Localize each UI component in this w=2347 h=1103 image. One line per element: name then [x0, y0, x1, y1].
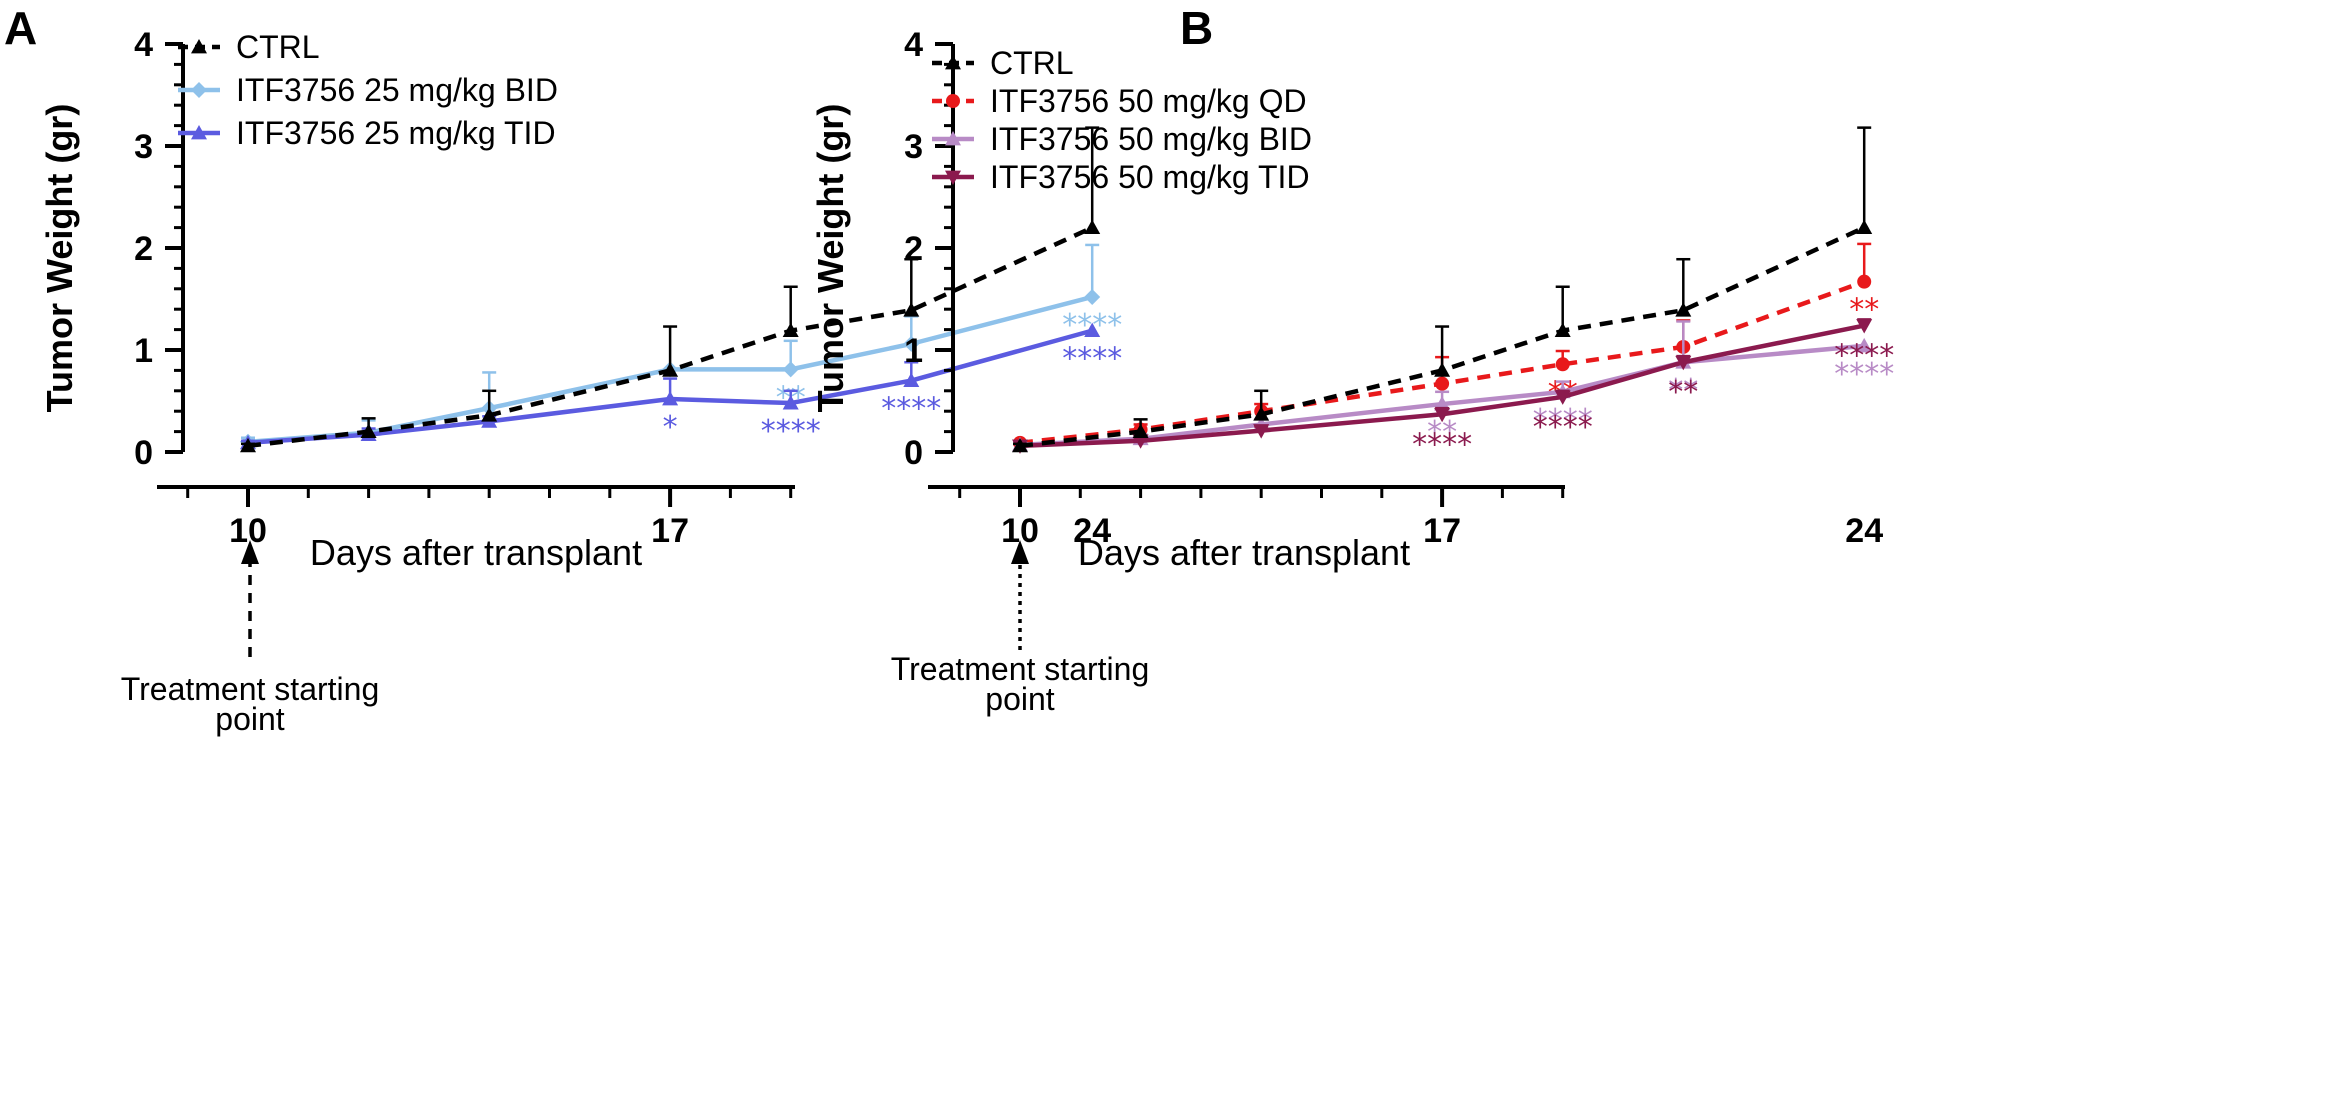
data-point	[1084, 322, 1101, 338]
data-point	[1675, 355, 1692, 371]
x-tick-label: 10	[229, 512, 267, 550]
legend-swatch-marker	[946, 94, 960, 108]
legend-label: CTRL	[236, 29, 320, 65]
legend-item: ITF3756 50 mg/kg TID	[932, 159, 1310, 195]
data-point	[1012, 437, 1028, 453]
data-point	[1132, 423, 1149, 438]
significance-stars: ****	[1412, 427, 1472, 462]
treatment-note: point	[215, 701, 285, 737]
treatment-note: point	[985, 681, 1055, 717]
y-tick-label: 4	[904, 26, 923, 64]
significance-stars: **	[1668, 375, 1698, 410]
data-point	[1435, 376, 1450, 391]
data-point	[1253, 424, 1270, 439]
data-point	[1856, 319, 1873, 334]
legend-item: ITF3756 50 mg/kg BID	[932, 121, 1312, 157]
series-ctrl	[240, 126, 1101, 453]
data-point	[782, 361, 799, 378]
legend-label: ITF3756 50 mg/kg BID	[990, 121, 1312, 157]
significance-stars: ****	[881, 392, 941, 427]
data-point	[1434, 396, 1451, 411]
data-point	[1434, 362, 1451, 377]
treatment-note: Treatment starting	[121, 671, 379, 707]
x-tick-label: 24	[1073, 512, 1111, 550]
y-tick-label: 4	[134, 26, 153, 64]
data-point	[1675, 302, 1692, 317]
x-tick-label: 17	[651, 512, 689, 550]
significance-stars: ****	[761, 414, 821, 449]
treatment-arrow-head	[1011, 540, 1029, 564]
y-axis-label: Tumor Weight (gr)	[810, 104, 851, 413]
data-point	[1253, 406, 1270, 421]
legend-item: CTRL	[178, 29, 320, 65]
data-point	[782, 395, 799, 410]
data-point	[1857, 274, 1872, 289]
series-ctrl	[1012, 126, 1873, 453]
legend-swatch-marker	[945, 55, 961, 70]
y-tick-label: 2	[904, 230, 923, 268]
data-point	[1084, 219, 1101, 234]
data-point	[240, 437, 256, 453]
y-tick-label: 1	[904, 332, 923, 370]
y-tick-label: 0	[134, 434, 153, 472]
legend-item: ITF3756 25 mg/kg TID	[178, 115, 556, 151]
data-point	[662, 390, 679, 406]
data-point	[1434, 407, 1451, 423]
data-point	[1555, 357, 1570, 372]
treatment-arrow-head	[241, 540, 259, 564]
legend-item: ITF3756 25 mg/kg BID	[178, 72, 558, 108]
legend-label: ITF3756 25 mg/kg BID	[236, 72, 558, 108]
y-tick-label: 3	[904, 128, 923, 166]
legend-swatch-marker	[945, 131, 961, 146]
legend-swatch-marker	[191, 125, 207, 140]
y-tick-label: 3	[134, 128, 153, 166]
y-tick-label: 0	[904, 434, 923, 472]
data-point	[903, 372, 920, 387]
panel-a-letter: A	[4, 2, 37, 54]
data-point	[903, 302, 920, 317]
data-point	[1084, 288, 1101, 305]
legend-swatch-marker	[191, 82, 207, 98]
y-axis-label: Tumor Weight (gr)	[39, 104, 80, 413]
data-point	[1554, 390, 1571, 405]
significance-stars: ****	[1062, 342, 1122, 377]
data-point	[1554, 322, 1571, 338]
x-axis-label: Days after transplant	[310, 532, 642, 573]
y-tick-label: 2	[134, 230, 153, 268]
legend-label: ITF3756 50 mg/kg TID	[990, 159, 1310, 195]
data-point	[360, 423, 377, 438]
data-point	[1856, 219, 1873, 234]
y-tick-label: 1	[134, 332, 153, 370]
significance-stars: ****	[1533, 410, 1593, 445]
data-point	[1856, 337, 1873, 353]
significance-stars: ****	[1533, 403, 1593, 438]
significance-stars: ****	[1834, 357, 1894, 392]
x-tick-label: 17	[1423, 512, 1461, 550]
legend-label: ITF3756 50 mg/kg QD	[990, 83, 1307, 119]
legend-swatch-marker	[191, 39, 207, 54]
panel-b-letter: B	[1180, 2, 1213, 54]
x-axis-label: Days after transplant	[1078, 532, 1410, 573]
x-tick-label: 24	[1845, 512, 1883, 550]
legend-label: CTRL	[990, 45, 1074, 81]
legend-swatch-marker	[945, 170, 961, 185]
treatment-note: Treatment starting	[891, 651, 1149, 687]
legend-label: ITF3756 25 mg/kg TID	[236, 115, 556, 151]
data-point	[903, 335, 920, 352]
data-point	[481, 407, 498, 422]
data-point	[782, 322, 799, 338]
legend-item: CTRL	[932, 45, 1074, 81]
significance-stars: *	[663, 410, 678, 445]
data-point	[662, 362, 679, 377]
legend-item: ITF3756 50 mg/kg QD	[932, 83, 1307, 119]
significance-stars: **	[1668, 373, 1698, 408]
series-itf3756-50-mg-kg-tid: **** **********	[1012, 318, 1894, 462]
significance-stars: ****	[1834, 339, 1894, 374]
